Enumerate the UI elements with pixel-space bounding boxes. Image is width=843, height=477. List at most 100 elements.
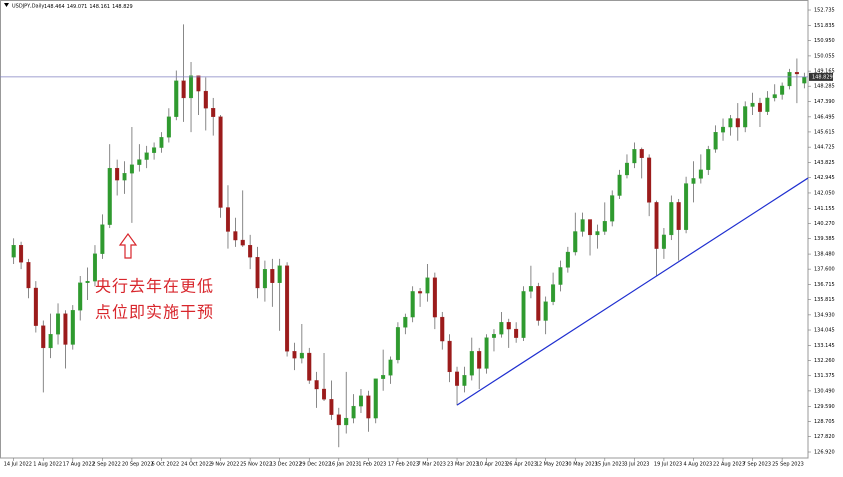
y-tick-label: 139.385 bbox=[814, 236, 835, 242]
candle-body bbox=[225, 207, 230, 232]
y-tick-label: 130.490 bbox=[814, 388, 835, 394]
candle-body bbox=[366, 395, 371, 419]
price-label-box bbox=[809, 72, 833, 81]
x-tick-label: 19 Jul 2023 bbox=[654, 462, 682, 468]
y-tick-label: 137.600 bbox=[814, 267, 835, 273]
candle-body bbox=[262, 268, 267, 289]
candle-body bbox=[565, 251, 570, 268]
annotation-line: 央行去年在更低 bbox=[95, 277, 214, 296]
candle-body bbox=[70, 310, 75, 345]
candle-body bbox=[196, 75, 201, 92]
y-tick-label: 136.715 bbox=[814, 282, 835, 288]
y-tick-label: 150.950 bbox=[814, 38, 835, 44]
candle-body bbox=[588, 219, 593, 236]
candle-body bbox=[240, 239, 245, 246]
x-tick-label: 24 Oct 2022 bbox=[181, 462, 212, 468]
x-tick-label: 14 Jul 2022 bbox=[4, 462, 32, 468]
ohlc-value: 148.464 bbox=[44, 4, 65, 10]
candle-body bbox=[403, 316, 408, 328]
candle-body bbox=[19, 245, 24, 263]
y-tick-label: 144.725 bbox=[814, 145, 835, 151]
candle-body bbox=[610, 195, 615, 222]
candle-body bbox=[233, 231, 238, 241]
candle-body bbox=[255, 257, 260, 289]
candle-body bbox=[721, 126, 726, 133]
candle-body bbox=[189, 75, 194, 99]
candle-body bbox=[528, 286, 533, 292]
ohlc-readout: 148.464 149.071 148.161 148.829 bbox=[44, 4, 133, 10]
candle-body bbox=[358, 395, 363, 407]
candle-body bbox=[174, 80, 179, 117]
candle-body bbox=[388, 359, 393, 376]
y-tick-label: 146.495 bbox=[814, 114, 835, 120]
candle-body bbox=[395, 327, 400, 361]
candle-body bbox=[322, 388, 327, 400]
ohlc-value: 148.829 bbox=[112, 4, 133, 10]
candle-body bbox=[11, 245, 16, 258]
x-tick-label: 26 Apr 2023 bbox=[506, 462, 537, 468]
candle-body bbox=[787, 72, 792, 87]
y-tick-label: 140.270 bbox=[814, 221, 835, 227]
candle-body bbox=[78, 282, 83, 311]
candle-body bbox=[617, 174, 622, 196]
chart-symbol: USDJPY,Daily bbox=[12, 4, 44, 10]
x-tick-label: 7 Sep 2023 bbox=[743, 462, 772, 468]
x-tick-label: 17 Aug 2022 bbox=[63, 462, 95, 468]
y-tick-label: 145.615 bbox=[814, 129, 835, 135]
x-tick-label: 2 Sep 2022 bbox=[92, 462, 121, 468]
candle-body bbox=[381, 375, 386, 379]
candle-body bbox=[765, 97, 770, 112]
candle-body bbox=[639, 149, 644, 159]
y-tick-label: 132.260 bbox=[814, 358, 835, 364]
candle-body bbox=[41, 325, 46, 349]
candle-body bbox=[211, 108, 216, 117]
y-tick-label: 127.820 bbox=[814, 434, 835, 440]
candle-body bbox=[248, 245, 253, 258]
candle-body bbox=[33, 287, 38, 326]
candle-body bbox=[152, 147, 157, 153]
candle-body bbox=[469, 351, 474, 376]
candle-body bbox=[794, 72, 799, 75]
candle-body bbox=[558, 267, 563, 285]
candle-body bbox=[107, 167, 112, 225]
candle-body bbox=[491, 334, 496, 338]
candle-body bbox=[285, 265, 290, 352]
candle-body bbox=[270, 268, 275, 283]
y-tick-label: 135.815 bbox=[814, 297, 835, 303]
candle-body bbox=[536, 286, 541, 321]
x-tick-label: 6 Oct 2022 bbox=[151, 462, 179, 468]
y-tick-label: 151.835 bbox=[814, 23, 835, 29]
trendline bbox=[456, 177, 809, 406]
candle-body bbox=[344, 417, 349, 426]
candle-body bbox=[750, 102, 755, 107]
candle-body bbox=[122, 173, 127, 181]
candle-body bbox=[447, 340, 452, 373]
y-tick-label: 133.145 bbox=[814, 343, 835, 349]
candle-body bbox=[63, 313, 68, 345]
candle-body bbox=[684, 183, 689, 230]
x-tick-label: 13 Dec 2022 bbox=[270, 462, 302, 468]
y-tick-label: 134.930 bbox=[814, 312, 835, 318]
x-tick-label: 4 Aug 2023 bbox=[683, 462, 712, 468]
x-tick-label: 22 Aug 2023 bbox=[713, 462, 745, 468]
x-tick-label: 30 May 2023 bbox=[565, 462, 598, 468]
candle-body bbox=[307, 352, 312, 381]
y-tick-label: 134.045 bbox=[814, 328, 835, 334]
x-tick-label: 20 Sep 2022 bbox=[122, 462, 154, 468]
candle-body bbox=[432, 277, 437, 318]
x-tick-label: 9 Nov 2022 bbox=[211, 462, 240, 468]
candle-body bbox=[602, 221, 607, 232]
menu-triangle bbox=[4, 3, 9, 7]
candle-body bbox=[455, 371, 460, 386]
candle-body bbox=[691, 178, 696, 184]
candle-body bbox=[129, 164, 134, 174]
x-tick-label: 15 Jun 2023 bbox=[595, 462, 625, 468]
candle-body bbox=[713, 132, 718, 150]
x-tick-label: 25 Sep 2023 bbox=[772, 462, 804, 468]
y-tick-label: 126.920 bbox=[814, 450, 835, 456]
x-tick-label: 17 Feb 2023 bbox=[388, 462, 419, 468]
candle-body bbox=[802, 76, 807, 84]
candle-body bbox=[336, 414, 341, 426]
candle-body bbox=[440, 316, 445, 342]
y-tick-label: 141.155 bbox=[814, 206, 835, 212]
